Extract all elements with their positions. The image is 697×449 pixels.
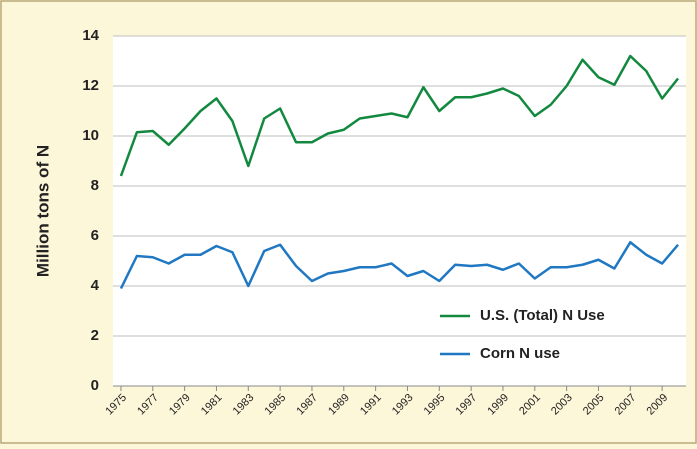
y-tick-label: 2 xyxy=(91,327,99,344)
legend-label: U.S. (Total) N Use xyxy=(480,307,605,324)
y-tick-label: 6 xyxy=(91,227,99,244)
y-tick-label: 14 xyxy=(82,27,99,44)
plot-area xyxy=(113,36,686,386)
legend-label: Corn N use xyxy=(480,345,560,362)
y-tick-label: 12 xyxy=(82,77,99,94)
series-line xyxy=(119,241,679,290)
y-tick-label: 10 xyxy=(82,127,99,144)
y-axis-label: Million tons of N xyxy=(33,145,52,277)
y-tick-label: 4 xyxy=(91,277,100,294)
series-line xyxy=(119,54,680,177)
y-tick-label: 0 xyxy=(91,377,99,394)
y-tick-label: 8 xyxy=(91,177,99,194)
